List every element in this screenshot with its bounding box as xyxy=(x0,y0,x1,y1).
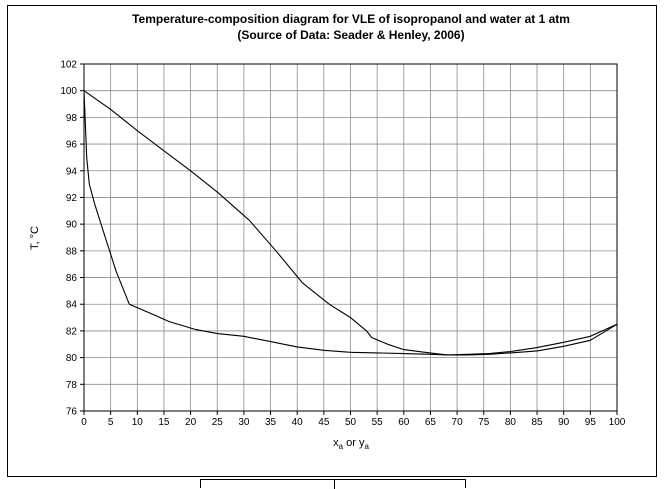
x-tick-label: 95 xyxy=(585,417,597,428)
y-tick-label: 82 xyxy=(66,326,78,337)
y-tick-label: 100 xyxy=(60,86,77,97)
x-tick-label: 0 xyxy=(81,417,87,428)
y-tick-label: 92 xyxy=(66,193,78,204)
x-tick-label: 15 xyxy=(158,417,170,428)
x-tick-label: 30 xyxy=(238,417,250,428)
y-tick-label: 84 xyxy=(66,300,78,311)
x-tick-label: 35 xyxy=(265,417,277,428)
y-tick-label: 96 xyxy=(66,140,78,151)
y-tick-label: 80 xyxy=(66,353,78,364)
x-axis-title: xa or ya xyxy=(333,437,369,451)
tick-layer: 0 5 10 15 20 25 30 35 40 45 50 55 60 65 70 75 80 85 90 95 10… xyxy=(60,60,625,429)
bottom-tab-strip xyxy=(200,479,466,489)
bubble-point-curve xyxy=(83,90,618,356)
x-tick-label: 90 xyxy=(558,417,570,428)
x-tick-label: 5 xyxy=(108,417,114,428)
x-tick-label: 80 xyxy=(505,417,517,428)
x-tick-label: 65 xyxy=(425,417,437,428)
y-tick-label: 78 xyxy=(66,380,78,391)
x-tick-label: 85 xyxy=(531,417,543,428)
y-tick-label: 76 xyxy=(66,407,78,418)
x-tick-label: 100 xyxy=(609,417,626,428)
y-tick-label: 98 xyxy=(66,113,78,124)
x-tick-label: 70 xyxy=(452,417,464,428)
grid-layer xyxy=(83,63,618,412)
y-tick-label: 94 xyxy=(66,166,78,177)
x-tick-label: 50 xyxy=(345,417,357,428)
y-tick-label: 86 xyxy=(66,273,78,284)
chart-subtitle: (Source of Data: Seader & Henley, 2006) xyxy=(237,28,464,42)
y-tick-label: 90 xyxy=(66,220,78,231)
x-tick-label: 20 xyxy=(185,417,197,428)
y-axis-title: T, °C xyxy=(29,226,41,250)
tab-divider xyxy=(334,480,335,489)
x-tick-label: 55 xyxy=(372,417,384,428)
x-tick-label: 10 xyxy=(132,417,144,428)
chart-title: Temperature-composition diagram for VLE … xyxy=(132,12,570,26)
y-tick-label: 102 xyxy=(60,60,77,71)
chart-frame xyxy=(7,5,657,477)
y-tick-label: 88 xyxy=(66,246,78,257)
x-tick-label: 45 xyxy=(318,417,330,428)
x-tick-label: 75 xyxy=(478,417,490,428)
dew-point-curve xyxy=(83,90,618,356)
x-tick-label: 40 xyxy=(292,417,304,428)
x-tick-label: 25 xyxy=(212,417,224,428)
x-tick-label: 60 xyxy=(398,417,410,428)
series-layer xyxy=(83,90,618,356)
